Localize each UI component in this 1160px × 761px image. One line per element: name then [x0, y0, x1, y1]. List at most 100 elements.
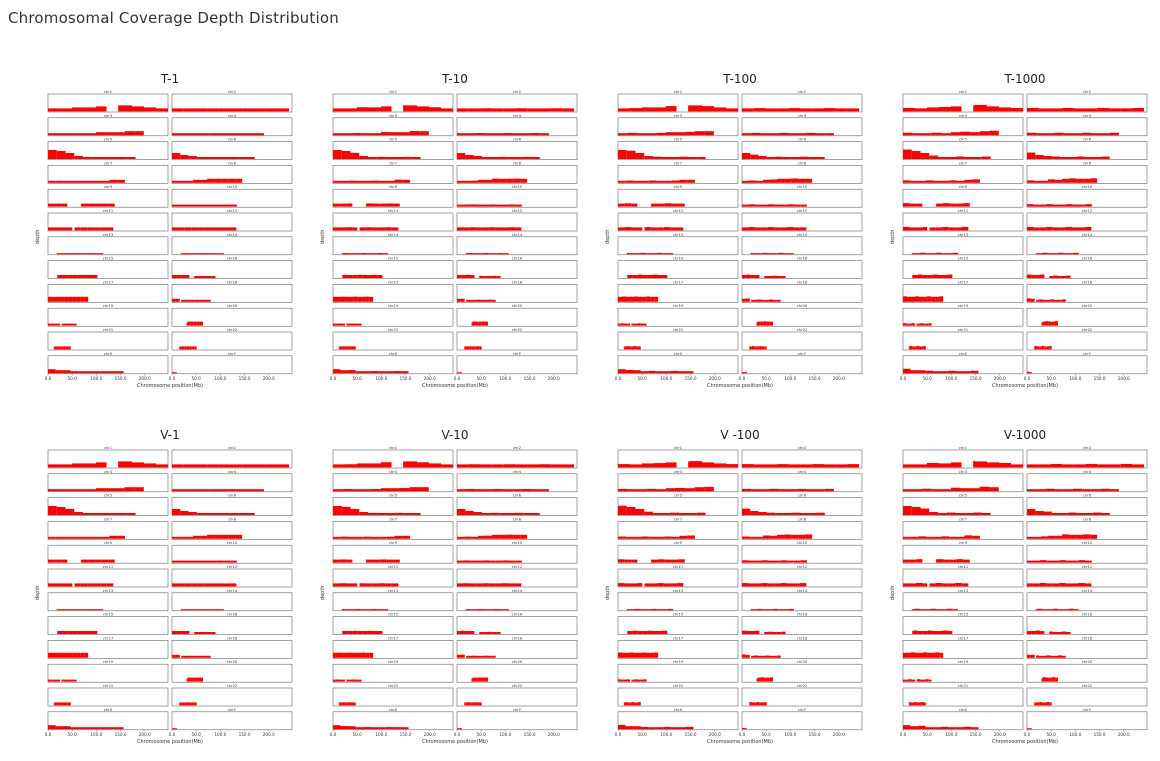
chromosome-subplot-chr1: chr1 — [47, 446, 169, 469]
chromosome-subplot-chr22: chr22 — [456, 328, 578, 351]
coverage-bar — [344, 346, 347, 350]
coverage-bar — [903, 679, 906, 682]
coverage-bar — [238, 157, 247, 159]
subplot-frame — [617, 188, 739, 208]
coverage-bar — [368, 157, 377, 159]
x-tick-label: 100.0 — [945, 732, 957, 737]
coverage-bar — [351, 346, 354, 350]
coverage-bar — [815, 133, 825, 136]
chromosome-label: chr12 — [512, 565, 522, 569]
coverage-bar — [230, 204, 237, 207]
coverage-bar — [824, 488, 834, 492]
coverage-bar — [74, 227, 81, 231]
coverage-bar — [192, 609, 198, 611]
coverage-bar — [134, 487, 144, 492]
coverage-bar — [246, 513, 255, 515]
chromosome-subplot-chr10: chr10 — [741, 185, 863, 208]
x-tick-label: 200.0 — [994, 376, 1006, 381]
coverage-bar — [190, 321, 194, 326]
coverage-bar — [63, 702, 67, 706]
coverage-bar — [637, 489, 647, 492]
coverage-bar — [667, 608, 674, 611]
chromosome-label: chr20 — [1082, 660, 1093, 664]
x-tick-label: 50.0 — [762, 376, 772, 381]
coverage-bar — [916, 227, 923, 231]
coverage-bar — [480, 464, 493, 468]
coverage-bar — [1051, 513, 1061, 515]
coverage-bar — [457, 180, 465, 183]
chromosome-label: chr3 — [959, 114, 967, 118]
coverage-bar — [184, 204, 192, 207]
coverage-bar — [502, 560, 509, 563]
chromosome-label: chr15 — [103, 613, 113, 617]
chromosome-subplot-chr7: chr7 — [332, 517, 454, 540]
coverage-bar — [502, 133, 513, 136]
subplot-frame — [741, 188, 863, 208]
chromosome-subplot-chr19: chr19 — [47, 304, 169, 327]
coverage-bar — [527, 464, 539, 468]
chromosome-label: chr11 — [958, 209, 968, 213]
chromosome-subplot-chr15: chr15 — [47, 613, 169, 635]
coverage-bar — [783, 513, 792, 515]
coverage-bar — [67, 227, 73, 231]
chromosome-subplot-chr21: chr21 — [47, 328, 169, 351]
coverage-bar — [642, 107, 654, 112]
coverage-bar — [478, 677, 482, 682]
coverage-bar — [679, 179, 688, 183]
coverage-bar — [662, 253, 668, 255]
coverage-bar — [989, 487, 999, 492]
coverage-bar — [206, 655, 211, 658]
chromosome-label: chr15 — [673, 613, 683, 617]
coverage-bar — [342, 274, 348, 278]
coverage-bar — [482, 253, 489, 255]
subplot-frame — [332, 521, 454, 540]
subplot-frame — [741, 544, 863, 564]
coverage-bar — [48, 464, 60, 468]
x-tick-label: 50.0 — [477, 732, 487, 737]
chromosome-label: chr9 — [389, 541, 398, 545]
chromosome-label: chr20 — [227, 660, 238, 664]
subplot-frame — [1026, 687, 1148, 707]
coverage-bar — [1061, 276, 1067, 278]
coverage-bar — [975, 461, 987, 468]
x-tick-label: 0.0 — [169, 732, 176, 737]
coverage-bar — [783, 253, 789, 255]
coverage-bar — [1091, 489, 1101, 492]
coverage-bar — [656, 489, 666, 492]
coverage-bar — [223, 204, 231, 207]
chromosome-subplot-chr5: chr5 — [902, 138, 1024, 160]
coverage-bar — [903, 203, 910, 207]
coverage-bar — [191, 204, 198, 207]
coverage-bar — [946, 512, 956, 515]
coverage-bar — [193, 321, 197, 326]
subplot-frame — [332, 331, 454, 351]
coverage-bar — [696, 157, 706, 159]
coverage-bar — [94, 559, 102, 563]
coverage-bar — [661, 513, 671, 515]
coverage-bar — [1060, 513, 1069, 515]
coverage-bar — [207, 108, 219, 112]
coverage-bar — [203, 609, 209, 611]
panel-title: T-100 — [723, 72, 757, 86]
coverage-bar — [911, 652, 916, 658]
coverage-bar — [776, 299, 781, 302]
coverage-bar — [915, 652, 920, 658]
coverage-bar — [172, 464, 184, 468]
chromosome-subplot-chr4: chr4 — [171, 470, 293, 493]
coverage-bar — [938, 157, 947, 159]
coverage-bar — [618, 227, 625, 231]
coverage-bar — [172, 536, 180, 539]
chromosome-label: chr12 — [227, 565, 237, 569]
x-tick-label: 100.0 — [945, 376, 957, 381]
coverage-bar — [1059, 204, 1066, 207]
coverage-bar — [987, 106, 999, 112]
coverage-bar — [769, 133, 779, 136]
coverage-bar — [776, 655, 781, 658]
chromosome-subplot-chr4: chr4 — [456, 470, 578, 493]
coverage-bar — [647, 275, 653, 278]
coverage-bar — [193, 535, 201, 539]
coverage-bar — [670, 227, 677, 231]
coverage-bar — [470, 275, 475, 278]
coverage-bar — [914, 346, 917, 350]
coverage-bar — [65, 153, 75, 159]
